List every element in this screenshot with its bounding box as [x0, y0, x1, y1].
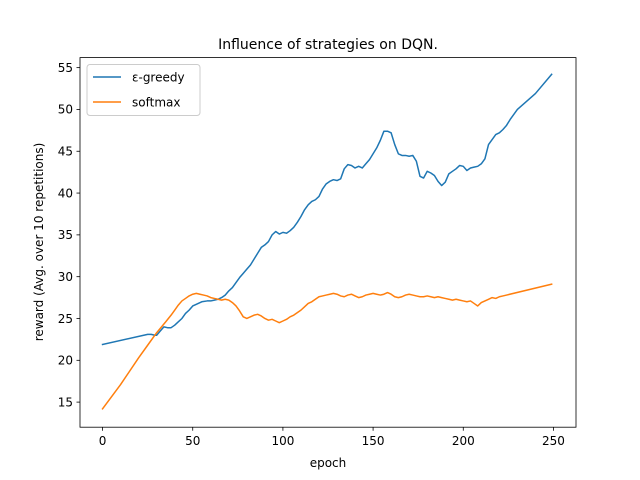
legend: ε-greedy softmax	[86, 64, 201, 116]
x-tick-label: 0	[99, 434, 107, 448]
x-tick-label: 200	[452, 434, 475, 448]
y-tick-label: 45	[58, 145, 73, 159]
y-tick-label: 15	[58, 395, 73, 409]
x-tick-label: 100	[271, 434, 294, 448]
series-line-1	[101, 283, 553, 410]
x-tick-label: 150	[362, 434, 385, 448]
y-axis-ticks: 15 20 25 30 35 40 45 50 55	[58, 61, 80, 409]
y-tick-label: 30	[58, 270, 73, 284]
y-tick-label: 20	[58, 354, 73, 368]
plot-area-frame	[79, 57, 577, 428]
y-tick-label: 35	[58, 228, 73, 242]
y-tick-label: 50	[58, 103, 73, 117]
y-tick-label: 55	[58, 61, 73, 75]
legend-label-1: softmax	[132, 95, 180, 109]
series-layer	[101, 73, 553, 410]
x-axis-label: epoch	[310, 456, 347, 470]
y-tick-label: 40	[58, 186, 73, 200]
chart-title: Influence of strategies on DQN.	[218, 37, 438, 53]
legend-label-0: ε-greedy	[132, 70, 185, 84]
y-tick-label: 25	[58, 312, 73, 326]
series-line-0	[101, 73, 553, 346]
x-tick-label: 250	[542, 434, 565, 448]
x-axis-ticks: 0 50 100 150 200 250	[99, 427, 565, 448]
y-axis-label: reward (Avg. over 10 repetitions)	[32, 143, 46, 342]
x-tick-label: 50	[185, 434, 200, 448]
